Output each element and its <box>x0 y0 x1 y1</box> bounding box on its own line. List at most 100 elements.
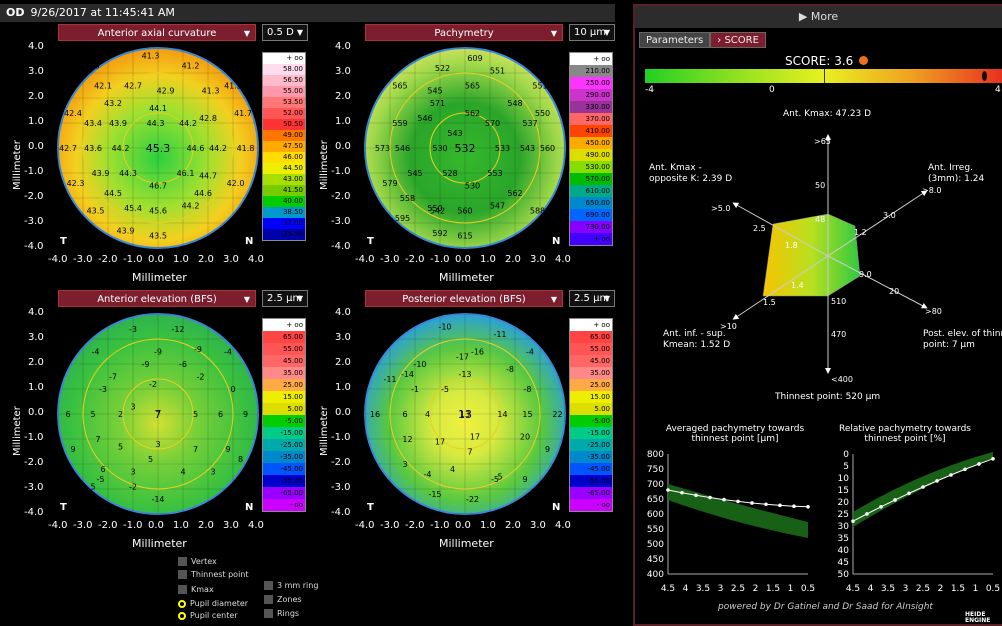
tab-parameters[interactable]: Parameters <box>639 32 711 48</box>
tab-score[interactable]: › SCORE <box>710 32 766 48</box>
map-value: -17 <box>456 353 469 362</box>
x-axis-label: Millimeter <box>132 537 187 550</box>
chart-point <box>708 495 712 500</box>
dropdown-label: Pachymetry <box>434 28 494 39</box>
map-value: 44.3 <box>119 169 137 178</box>
map-value: 550 <box>535 109 550 118</box>
pupil-diameter-toggle[interactable]: Pupil diameter <box>178 598 248 610</box>
radar-tick-10: >10 <box>720 322 737 331</box>
chart-point <box>680 490 684 495</box>
y-axis-label: Millimeter <box>319 406 330 456</box>
map-antelev: Anterior elevation (BFS) ▼ 2.5 µm ▼ -9 -3 -12-… <box>8 288 308 554</box>
thinnest-toggle[interactable]: Thinnest point <box>178 569 249 581</box>
scale-entry: 210.00 <box>570 65 612 77</box>
map-value: 43.9 <box>109 119 127 128</box>
map-value: -1 <box>411 385 419 394</box>
scale-entry: -25.00 <box>263 439 305 451</box>
zones-toggle[interactable]: Zones <box>264 594 302 606</box>
map-pachy-type-dropdown[interactable]: Pachymetry ▼ <box>365 24 563 41</box>
ring3-label: 3 mm ring <box>277 581 319 590</box>
tab-bar: Parameters › SCORE <box>639 32 766 48</box>
radar-tick-25: 2.5 <box>753 224 766 233</box>
radar-tick-50b: >5.0 <box>711 204 730 213</box>
pupil-center-toggle[interactable]: Pupil center <box>178 610 238 622</box>
map-value: -4 <box>526 348 534 357</box>
x-tick: -1.0 <box>123 520 143 531</box>
pupil-center-label: Pupil center <box>190 611 238 620</box>
radar-label-kmax-opp-2: opposite K: 2.39 D <box>649 174 733 184</box>
map-pachy-step-select[interactable]: 10 µm ▼ <box>569 24 615 41</box>
map-value: 45.4 <box>124 204 142 213</box>
x-tick: -3.0 <box>380 254 400 265</box>
chevron-down-icon: ▼ <box>296 294 303 303</box>
x-tick: -3.0 <box>73 254 93 265</box>
scale-entry: -35.00 <box>570 451 612 463</box>
y-tick: 1.0 <box>335 116 351 127</box>
kmax-toggle[interactable]: Kmax <box>178 584 214 596</box>
map-value: 570 <box>485 119 500 128</box>
map-value: 558 <box>400 194 415 203</box>
map-antelev-type-dropdown[interactable]: Anterior elevation (BFS) ▼ <box>58 290 256 307</box>
chart-point <box>764 502 768 507</box>
rings-toggle[interactable]: Rings <box>264 608 299 620</box>
map-value: 42.3 <box>67 179 85 188</box>
x-tick: 3.0 <box>223 520 239 531</box>
chevron-down-icon: ▼ <box>603 294 610 303</box>
temporal-label: T <box>60 236 67 247</box>
map-value: 4 <box>180 468 185 477</box>
eye-label: OD <box>6 6 25 19</box>
scale-entry: 250.00 <box>570 77 612 89</box>
chart-point <box>963 467 967 472</box>
map-axial-type-dropdown[interactable]: Anterior axial curvature ▼ <box>58 24 256 41</box>
map-postelev-step-select[interactable]: 2.5 µm ▼ <box>569 290 615 307</box>
chart-band <box>853 452 993 527</box>
y-tick: -1.0 <box>331 166 351 177</box>
radar-label-infsup-2: Kmean: 1.52 D <box>663 340 731 350</box>
scale-entry: -25.00 <box>570 439 612 451</box>
chart2-title-line1: Relative pachymetry towards <box>839 424 971 434</box>
scale-entry: 55.00 <box>570 343 612 355</box>
y-tick: -1.0 <box>24 432 44 443</box>
map-value: 8 <box>238 455 243 464</box>
step-value: 0.5 D <box>267 27 294 38</box>
chart-y-tick: 450 <box>647 555 664 565</box>
chart-x-tick: 0.5 <box>986 584 1000 594</box>
x-tick: 4.0 <box>555 254 571 265</box>
temporal-label: T <box>60 502 67 513</box>
map-postelev-type-dropdown[interactable]: Posterior elevation (BFS) ▼ <box>365 290 563 307</box>
more-button[interactable]: ▶ More <box>635 6 1002 28</box>
nasal-label: N <box>552 236 560 247</box>
y-axis-label: Millimeter <box>12 140 23 190</box>
dropdown-label: Posterior elevation (BFS) <box>402 294 526 305</box>
map-value: 530 <box>465 182 480 191</box>
chart-y-tick: 40 <box>838 546 850 556</box>
chart-y-tick: 550 <box>647 525 664 535</box>
vertex-toggle[interactable]: Vertex <box>178 556 217 568</box>
map-value: -4 <box>424 470 432 479</box>
map-value: 42.4 <box>64 109 82 118</box>
map-antelev-step-select[interactable]: 2.5 µm ▼ <box>262 290 308 307</box>
map-value: 537 <box>522 119 537 128</box>
y-tick: -3.0 <box>24 482 44 493</box>
y-tick: 2.0 <box>335 91 351 102</box>
chart-point <box>907 491 911 496</box>
x-tick: -3.0 <box>73 520 93 531</box>
map-value: 41.3 <box>142 52 160 61</box>
thinnest-label: Thinnest point <box>191 570 249 579</box>
chevron-down-icon: ▼ <box>243 295 250 304</box>
ring3-toggle[interactable]: 3 mm ring <box>264 580 318 592</box>
map-value: 9 <box>522 475 527 484</box>
scale-entry: 25.00 <box>263 379 305 391</box>
scale-entry: -45.00 <box>570 463 612 475</box>
chart-point <box>750 501 754 505</box>
map-value: 15 <box>522 410 532 419</box>
map-value: -15 <box>428 490 441 499</box>
map-value: 7 <box>95 435 100 444</box>
x-tick: -2.0 <box>98 520 118 531</box>
map-axial-step-select[interactable]: 0.5 D ▼ <box>262 24 308 41</box>
radar-tick-90: 9.0 <box>859 270 872 279</box>
chart-y-tick: 35 <box>838 534 849 544</box>
radar-label-infsup-1: Ant. inf. - sup. <box>663 329 726 339</box>
scale-entry: + oo <box>570 233 612 245</box>
